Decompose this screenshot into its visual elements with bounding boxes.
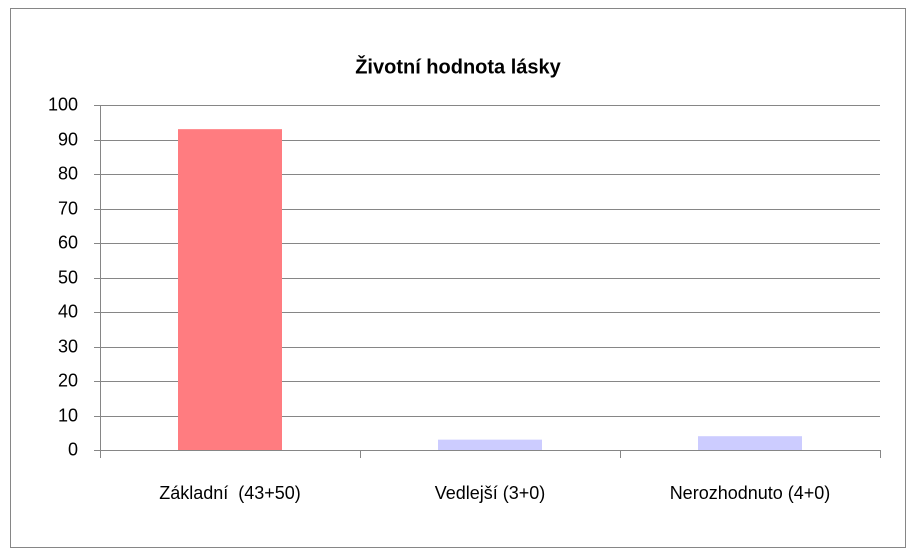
x-tick-label: Základní (43+50) xyxy=(159,483,301,503)
y-tick-label: 40 xyxy=(58,301,78,321)
y-tick-label: 0 xyxy=(68,439,78,459)
y-tick-label: 50 xyxy=(58,267,78,287)
x-tick-label: Vedlejší (3+0) xyxy=(435,483,546,503)
bar xyxy=(438,439,542,450)
y-tick-label: 80 xyxy=(58,163,78,183)
chart-title: Životní hodnota lásky xyxy=(355,54,561,78)
y-tick-label: 60 xyxy=(58,232,78,252)
y-tick-label: 100 xyxy=(48,94,78,114)
y-tick-label: 30 xyxy=(58,336,78,356)
bar xyxy=(178,129,282,450)
y-tick-label: 10 xyxy=(58,405,78,425)
y-tick-label: 20 xyxy=(58,370,78,390)
y-tick-label: 70 xyxy=(58,198,78,218)
x-tick-label: Nerozhodnuto (4+0) xyxy=(670,483,831,503)
bar xyxy=(698,436,802,450)
y-tick-label: 90 xyxy=(58,129,78,149)
